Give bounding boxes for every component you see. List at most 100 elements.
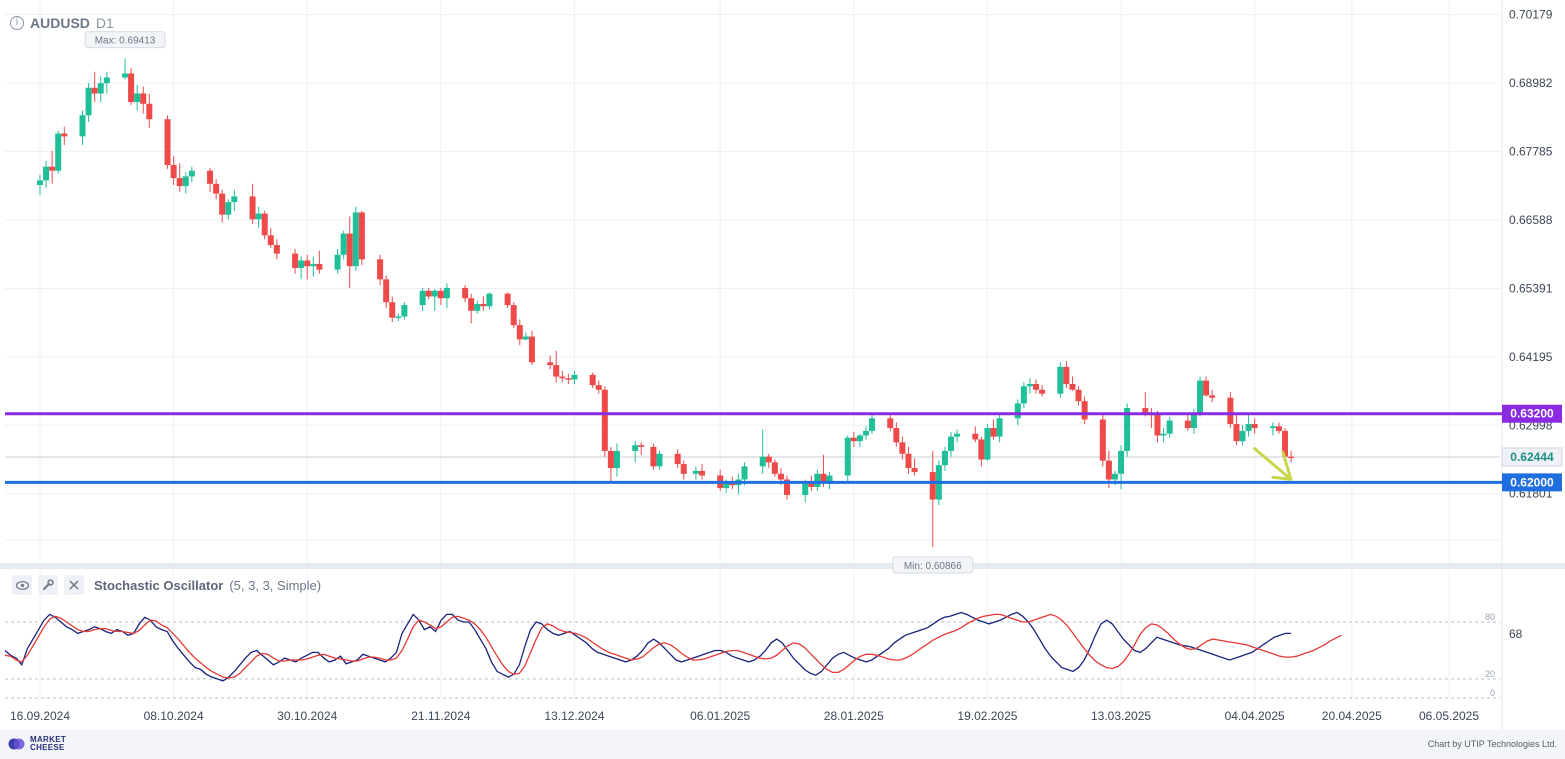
candle-bear <box>1075 389 1082 402</box>
candle-bear <box>565 378 572 380</box>
candle-bear <box>1227 397 1234 425</box>
forecast-arrow-head <box>1271 450 1293 481</box>
candle-bear <box>1154 414 1161 436</box>
info-icon[interactable]: i <box>10 16 24 30</box>
candle-bear <box>1251 424 1258 429</box>
candle-bull <box>613 450 620 469</box>
candle-bear <box>638 445 645 447</box>
candle-bear <box>273 245 280 254</box>
brand-name: MARKET CHEESE <box>30 735 67 752</box>
candle-bear <box>292 253 299 268</box>
candle-bear <box>808 483 815 487</box>
candle-bull <box>85 87 92 116</box>
current-price-tag <box>1501 447 1563 467</box>
candle-bear <box>1105 460 1112 480</box>
candle-bull <box>632 445 639 451</box>
candle-bear <box>425 290 432 297</box>
candle-bull <box>401 305 408 317</box>
candle-bear <box>468 298 475 311</box>
candle-bear <box>1142 408 1149 414</box>
candle-bull <box>1014 403 1021 419</box>
price-chart[interactable]: 0.70179 0.68982 0.67785 0.66588 0.65391 0.641… <box>0 0 1565 730</box>
candle-bear <box>176 178 183 187</box>
x-tick-label: 19.02.2025 <box>957 709 1017 723</box>
timeframe-label: D1 <box>95 15 114 31</box>
candle-bull <box>814 473 821 487</box>
candle-bear <box>1063 366 1070 385</box>
candle-bear <box>698 470 705 476</box>
candle-bear <box>249 196 256 220</box>
candle-bull <box>486 293 493 307</box>
candle-bull <box>443 287 450 299</box>
candle-bull <box>431 290 438 297</box>
candle-bull <box>310 263 317 267</box>
candle-bear <box>164 119 171 165</box>
candle-bull <box>334 254 341 270</box>
candle-bear <box>389 302 396 318</box>
candle-bear <box>261 213 268 236</box>
candle-bear <box>1288 456 1295 459</box>
candle-bear <box>1203 380 1210 396</box>
candle-bull <box>996 418 1003 437</box>
candle-bear <box>207 170 214 184</box>
candle-bull <box>1160 433 1167 436</box>
candle-bear <box>358 212 365 260</box>
candle-bear <box>1033 384 1040 390</box>
x-tick-label: 08.10.2024 <box>144 709 204 723</box>
candle-bull <box>340 233 347 255</box>
y-tick-label: 0.65391 <box>1509 281 1553 295</box>
footer-bar: MARKET CHEESE Chart by UTIP Technologies… <box>0 730 1565 759</box>
candle-bear <box>437 290 444 299</box>
x-tick-label: 20.04.2025 <box>1322 709 1382 723</box>
candle-bear <box>128 73 135 103</box>
forecast-arrow-shaft <box>1253 447 1293 481</box>
current-price-label: 0.62444 <box>1510 450 1554 464</box>
y-tick-label: 0.66588 <box>1509 213 1553 227</box>
candle-bear <box>650 446 657 467</box>
candle-bear <box>784 479 791 495</box>
resistance-price-tag <box>1502 404 1562 423</box>
candle-bull <box>55 133 62 171</box>
x-tick-label: 30.10.2024 <box>277 709 337 723</box>
candle-bull <box>474 303 481 311</box>
cheese-logo-icon <box>8 738 25 750</box>
candle-bear <box>140 93 147 104</box>
candle-bear <box>91 87 98 94</box>
candle-bull <box>1026 384 1033 387</box>
osc-level-label: 0 <box>1490 688 1495 698</box>
candle-bull <box>255 213 262 220</box>
candle-bear <box>1039 389 1046 394</box>
candle-bear <box>929 472 936 500</box>
close-icon[interactable] <box>64 575 84 595</box>
candle-bear <box>990 428 997 437</box>
candle-bear <box>771 462 778 474</box>
candle-bear <box>607 450 614 469</box>
candle-bull <box>225 202 232 215</box>
candle-bull <box>1166 420 1173 434</box>
osc-current-value: 68 <box>1509 627 1523 641</box>
candle-bear <box>1209 395 1216 398</box>
chart-credit: Chart by UTIP Technologies Ltd. <box>1427 739 1557 749</box>
candle-bear <box>528 336 535 363</box>
candle-bull <box>571 374 578 380</box>
candle-bull <box>947 436 954 451</box>
brand-logo[interactable]: MARKET CHEESE <box>8 736 74 752</box>
candle-bull <box>826 475 833 483</box>
candle-bear <box>1069 384 1076 390</box>
candle-bear <box>1184 420 1191 429</box>
oscillator-params: (5, 3, 3, Simple) <box>229 577 322 593</box>
oscillator-header: Stochastic Oscillator (5, 3, 3, Simple) <box>12 575 321 595</box>
candle-bull <box>954 433 961 437</box>
candle-bear <box>346 233 353 267</box>
candle-bear <box>377 259 384 280</box>
candle-bull <box>79 115 86 137</box>
candle-bull <box>182 176 189 187</box>
x-tick-label: 16.09.2024 <box>10 709 70 723</box>
candle-bear <box>146 103 153 120</box>
candle-bear <box>1081 401 1088 420</box>
candle-bear <box>1233 424 1240 442</box>
wrench-icon[interactable] <box>38 575 58 595</box>
candle-bear <box>547 362 554 366</box>
candle-bear <box>972 433 979 440</box>
eye-icon[interactable] <box>12 575 32 595</box>
